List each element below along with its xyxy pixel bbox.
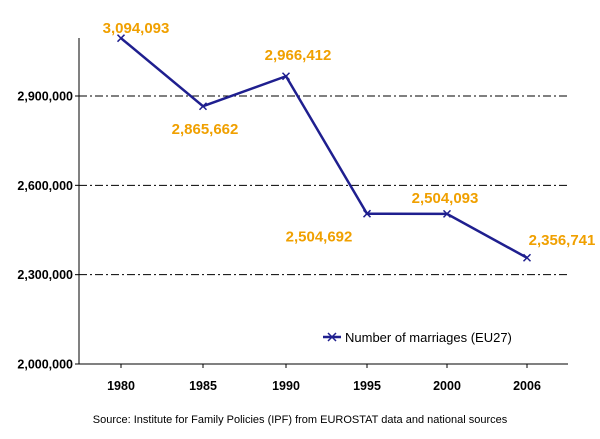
legend: Number of marriages (EU27) <box>323 330 512 345</box>
x-tick-label: 2000 <box>433 379 461 393</box>
series-line <box>120 37 528 259</box>
source-note: Source: Institute for Family Policies (I… <box>92 414 508 426</box>
series-line-path <box>120 37 528 259</box>
data-labels: 3,094,093 2,865,662 2,966,412 2,504,692 2,50… <box>103 20 596 249</box>
data-label: 2,504,093 <box>412 190 479 207</box>
y-tick-label: 2,900,000 <box>17 90 73 104</box>
y-tick-label: 2,300,000 <box>17 268 73 282</box>
data-label: 2,356,741 <box>529 232 596 249</box>
gridlines <box>79 95 568 276</box>
x-tick-label: 1990 <box>272 379 300 393</box>
x-tick-label: 1985 <box>189 379 217 393</box>
y-tick-label: 2,000,000 <box>17 358 73 372</box>
data-point-marker <box>198 102 208 111</box>
data-label: 2,865,662 <box>172 121 239 138</box>
x-tick-labels: 1980 1985 1990 1995 2000 2006 <box>107 364 541 393</box>
data-label: 3,094,093 <box>103 20 170 37</box>
data-markers <box>116 34 532 262</box>
y-tick-label: 2,600,000 <box>17 179 73 193</box>
data-label: 2,504,692 <box>286 229 353 246</box>
legend-label: Number of marriages (EU27) <box>345 330 512 345</box>
data-point-marker <box>442 209 452 218</box>
data-point-marker <box>522 253 532 262</box>
legend-marker-icon <box>327 332 337 342</box>
data-label: 2,966,412 <box>265 47 332 64</box>
data-point-marker <box>281 72 291 81</box>
data-point-marker <box>362 209 372 218</box>
x-tick-label: 2006 <box>513 379 541 393</box>
data-point-marker <box>116 34 126 43</box>
x-tick-label: 1980 <box>107 379 135 393</box>
y-tick-labels: 2,000,000 2,300,000 2,600,000 2,900,000 <box>17 90 79 372</box>
x-tick-label: 1995 <box>353 379 381 393</box>
